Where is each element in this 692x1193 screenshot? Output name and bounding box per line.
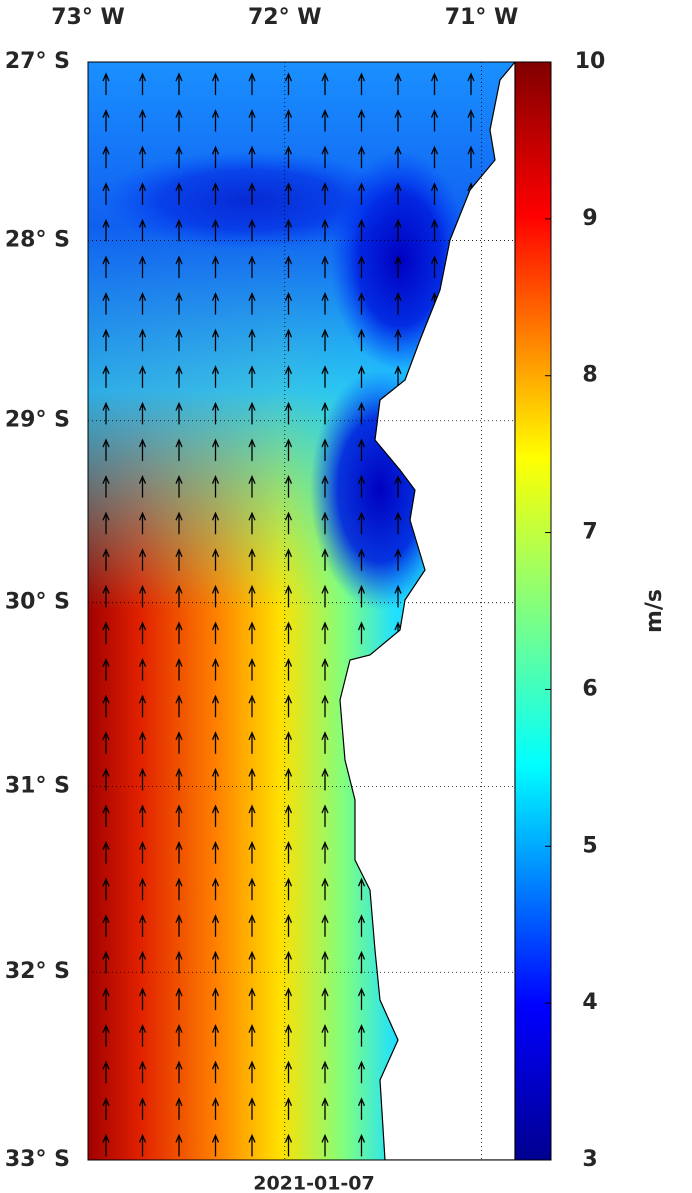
lon-tick-label: 72° W <box>248 5 322 30</box>
colorbar-tick-label: 6 <box>582 676 597 701</box>
lat-tick-label: 28° S <box>5 228 70 253</box>
colorbar-tick-label: 8 <box>582 363 597 388</box>
colorbar-tick-label: 7 <box>582 520 597 545</box>
date-label: 2021-01-07 <box>253 1173 375 1193</box>
colorbar-tick-label: 10 <box>575 49 606 74</box>
colorbar-tick-label: 4 <box>582 990 597 1015</box>
land <box>339 62 515 1160</box>
colorbar <box>514 61 552 1161</box>
lat-tick-label: 29° S <box>5 408 70 433</box>
colorbar-tick-label: 9 <box>582 206 597 231</box>
lat-tick-label: 33° S <box>5 1147 70 1172</box>
lat-tick-label: 31° S <box>5 773 70 798</box>
colorbar-label: m/s <box>642 589 667 633</box>
colorbar-tick-label: 5 <box>582 833 597 858</box>
lat-tick-label: 27° S <box>5 49 70 74</box>
wind-field <box>88 62 515 1160</box>
lat-tick-label: 32° S <box>5 959 70 984</box>
lon-tick-label: 73° W <box>51 5 125 30</box>
lon-tick-label: 71° W <box>445 5 519 30</box>
lat-tick-label: 30° S <box>5 590 70 615</box>
colorbar-tick-label: 3 <box>582 1147 597 1172</box>
